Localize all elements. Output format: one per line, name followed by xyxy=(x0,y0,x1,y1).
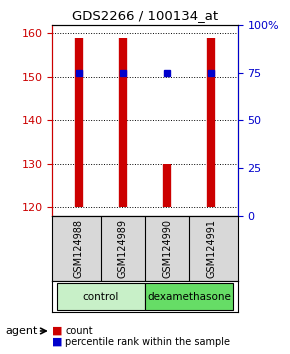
Text: GSM124990: GSM124990 xyxy=(162,219,172,278)
Text: ■: ■ xyxy=(52,337,63,347)
Text: agent: agent xyxy=(6,326,38,336)
FancyBboxPatch shape xyxy=(145,283,233,310)
Text: percentile rank within the sample: percentile rank within the sample xyxy=(65,337,230,347)
Text: GSM124988: GSM124988 xyxy=(74,219,84,278)
FancyBboxPatch shape xyxy=(57,283,145,310)
Text: ■: ■ xyxy=(52,326,63,336)
Text: control: control xyxy=(83,291,119,302)
Text: count: count xyxy=(65,326,93,336)
Title: GDS2266 / 100134_at: GDS2266 / 100134_at xyxy=(72,9,218,22)
Text: dexamethasone: dexamethasone xyxy=(147,291,231,302)
Text: GSM124989: GSM124989 xyxy=(118,219,128,278)
Text: GSM124991: GSM124991 xyxy=(206,219,216,278)
